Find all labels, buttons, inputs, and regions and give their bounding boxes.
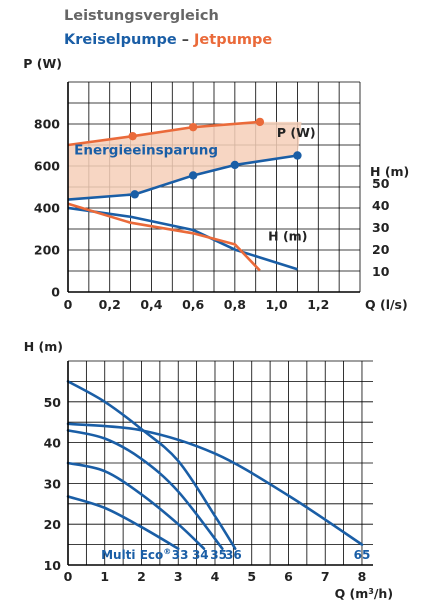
x-tick-label: 1 <box>100 569 109 584</box>
x-tick-label: 0,6 <box>182 297 204 312</box>
x-axis-label: Q (l/s) <box>365 297 408 312</box>
x-tick-label: 0,2 <box>99 297 121 312</box>
pump-curve-65 <box>66 422 364 546</box>
x-tick-label: 1,2 <box>307 297 329 312</box>
data-point-centrifugal-power <box>293 151 302 160</box>
data-point-jet-power <box>128 131 137 141</box>
x-tick-label: 7 <box>321 569 330 584</box>
y-tick-label: 400 <box>34 201 60 216</box>
y-tick-label: 0 <box>51 285 60 300</box>
data-point-jet-power <box>255 117 265 127</box>
x-tick-label: 0 <box>64 569 73 584</box>
data-point-centrifugal-power <box>188 171 198 180</box>
data-point-jet-power <box>188 122 198 132</box>
curve-label-36: 36 <box>225 548 242 562</box>
y-tick-label: 50 <box>44 395 62 410</box>
y-tick-label: 10 <box>44 558 62 573</box>
y2-tick-label: 10 <box>372 264 390 279</box>
head-series-label: H (m) <box>268 229 307 244</box>
y2-tick-label: 20 <box>372 242 390 257</box>
x-tick-label: 8 <box>358 569 367 584</box>
chart-subtitle: Kreiselpumpe – Jetpumpe <box>64 32 272 48</box>
power-comparison-chart: 0 0,2 0,4 0,6 0,8 1,0 1,2 0 200 400 600 800 10 20 30 40… <box>23 56 409 312</box>
x-axis-label: Q (m3/h) <box>335 586 393 601</box>
subtitle-jet-pump: Jetpumpe <box>194 32 273 48</box>
x-tick-label: 5 <box>247 569 256 584</box>
pump-curve-36 <box>66 380 237 550</box>
x-tick-label: 1,0 <box>265 297 287 312</box>
x-tick-label: 0 <box>64 297 73 312</box>
y2-tick-label: 30 <box>372 220 390 235</box>
y-tick-label: 600 <box>34 159 60 174</box>
x-tick-label: 6 <box>284 569 293 584</box>
curve-label-33: 33 <box>172 548 189 562</box>
x-tick-label: 2 <box>137 569 146 584</box>
y-axis-label: H (m) <box>24 339 63 354</box>
energy-savings-label: Energieeinsparung <box>74 142 218 158</box>
subtitle-separator: – <box>181 32 189 48</box>
model-label: Multi Eco® <box>101 547 171 562</box>
y-tick-label: 30 <box>44 476 62 491</box>
y-axis-label: P (W) <box>23 56 62 71</box>
chart-title: Leistungsvergleich <box>64 8 219 24</box>
y2-tick-label: 50 <box>372 176 390 191</box>
y2-axis-label: H (m) <box>370 164 409 179</box>
y-tick-label: 20 <box>44 517 62 532</box>
data-point-centrifugal-power <box>130 190 139 199</box>
pump-curve-33 <box>66 495 180 550</box>
curve-label-65: 65 <box>354 548 371 562</box>
series-line-jet-head <box>67 202 261 272</box>
x-tick-label: 3 <box>174 569 183 584</box>
x-tick-label: 4 <box>211 569 220 584</box>
y-tick-label: 200 <box>34 243 60 258</box>
y-tick-label: 40 <box>44 436 62 451</box>
pump-curve-34 <box>66 461 206 550</box>
curve-label-35: 35 <box>210 548 227 562</box>
curve-label-34: 34 <box>192 548 209 562</box>
y2-tick-label: 40 <box>372 198 390 213</box>
data-point-centrifugal-power <box>230 160 240 170</box>
y-tick-label: 800 <box>34 117 60 132</box>
series-line-jet-power <box>67 120 260 147</box>
subtitle-centrifugal-pump: Kreiselpumpe <box>64 32 177 48</box>
energy-savings-area <box>68 121 302 200</box>
series-line-centrifugal-head <box>67 206 298 271</box>
pump-curve-35 <box>66 429 224 550</box>
x-tick-label: 0,8 <box>224 297 246 312</box>
power-series-label: P (W) <box>277 125 316 140</box>
x-tick-label: 0,4 <box>140 297 162 312</box>
